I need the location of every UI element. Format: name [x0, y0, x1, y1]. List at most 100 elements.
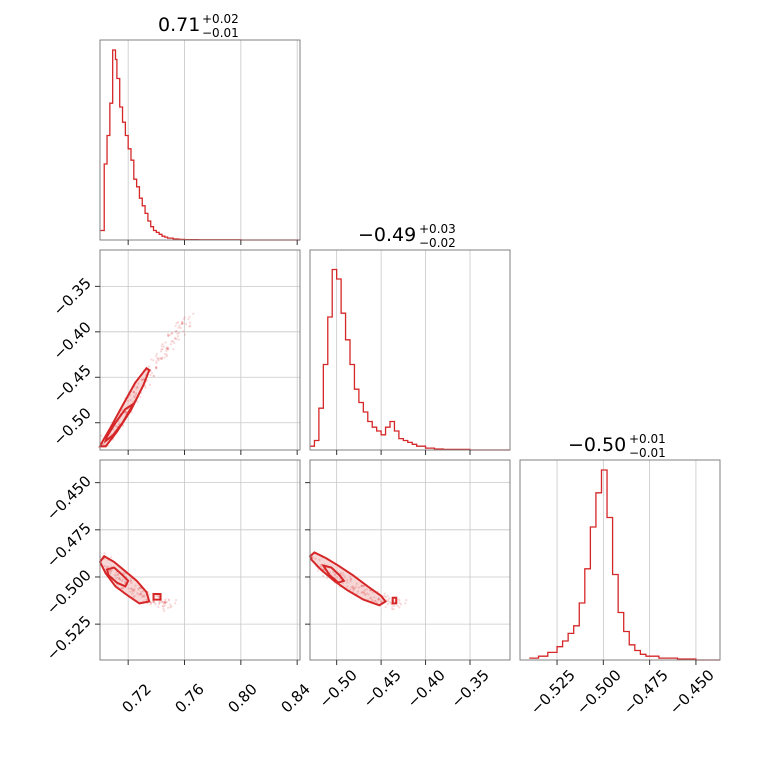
scatter-point [377, 598, 380, 601]
scatter-point [378, 592, 381, 596]
scatter-point [383, 592, 386, 595]
scatter-point [121, 424, 125, 427]
scatter-point [157, 595, 160, 599]
scatter-point [146, 600, 149, 603]
scatter-point [116, 426, 119, 429]
scatter-point [160, 357, 163, 360]
x-ticklabel: −0.45 [360, 666, 405, 711]
scatter-point [377, 597, 380, 600]
scatter-point [124, 396, 127, 400]
scatter-point [330, 577, 333, 580]
scatter-point [152, 600, 155, 603]
scatter-point [159, 357, 162, 360]
scatter-point [386, 599, 389, 602]
scatter-point [116, 570, 119, 573]
scatter-point [142, 600, 145, 603]
x-ticklabel: 0.72 [118, 680, 154, 716]
scatter-point [161, 348, 164, 351]
scatter-point [175, 337, 178, 341]
scatter-point [351, 590, 354, 594]
scatter-point [162, 605, 165, 608]
scatter-point [369, 596, 372, 600]
scatter-point [328, 571, 332, 574]
title-param-2-upper: +0.03 [419, 222, 456, 236]
scatter-point [109, 569, 112, 572]
scatter-point [148, 369, 151, 373]
scatter-point [132, 390, 136, 394]
scatter-point [163, 356, 166, 359]
scatter-point [139, 586, 142, 589]
scatter-point [168, 334, 171, 337]
scatter-point [133, 396, 137, 399]
scatter-point [143, 378, 146, 381]
scatter-point [121, 578, 124, 581]
scatter-point [158, 596, 161, 599]
scatter-point [155, 367, 158, 370]
scatter-point [378, 597, 381, 601]
scatter-point [161, 604, 164, 608]
scatter-point [131, 401, 135, 404]
scatter-point [173, 337, 177, 340]
scatter-point [110, 556, 113, 559]
title-param-1-lower: −0.01 [202, 26, 239, 40]
scatter-point [110, 435, 114, 438]
scatter-point [339, 572, 342, 575]
scatter-point [341, 578, 344, 581]
scatter-point [167, 606, 170, 609]
panel-frame [99, 39, 301, 241]
scatter-point [326, 565, 329, 568]
scatter-point [117, 420, 120, 423]
scatter-point [174, 598, 178, 602]
scatter-point [355, 592, 358, 596]
scatter-point [111, 421, 114, 424]
scatter-point [176, 332, 179, 335]
scatter-point [166, 348, 169, 351]
scatter-point [177, 321, 180, 324]
scatter-point [391, 605, 394, 608]
scatter-point [110, 565, 113, 568]
scatter-point [146, 590, 149, 594]
scatter-point [346, 581, 349, 584]
scatter-point [152, 600, 155, 603]
scatter-point [338, 578, 341, 581]
scatter-point [134, 584, 137, 587]
title-param-2-value: −0.49 [358, 224, 416, 246]
scatter-point [155, 352, 158, 356]
scatter-point [136, 385, 139, 388]
scatter-point [314, 557, 317, 560]
scatter-point [383, 595, 386, 598]
scatter-point [183, 333, 186, 336]
scatter-point [354, 585, 357, 589]
scatter-point [174, 336, 177, 339]
scatter-point [142, 369, 146, 372]
scatter-point [152, 600, 156, 603]
scatter-point [123, 583, 126, 587]
scatter-point [102, 557, 106, 560]
title-param-2: −0.49 +0.03 −0.02 [358, 222, 456, 250]
scatter-point [161, 343, 164, 346]
scatter-point [112, 428, 115, 431]
title-param-3-lower: −0.01 [629, 446, 666, 460]
scatter-point [323, 563, 326, 566]
scatter-point [155, 355, 158, 358]
scatter-point [132, 391, 135, 394]
scatter-point [374, 600, 377, 603]
scatter-point [319, 563, 323, 567]
scatter-point [175, 322, 178, 325]
scatter-point [129, 590, 132, 593]
scatter-point [127, 407, 130, 410]
scatter-point [104, 568, 107, 571]
scatter-point [342, 579, 345, 583]
scatter-point [136, 592, 139, 595]
scatter-point [164, 601, 167, 604]
grid-layer [100, 40, 697, 660]
scatter-point [144, 380, 147, 384]
panel-frame [99, 459, 301, 661]
scatter-point [124, 578, 127, 581]
scatter-point [150, 601, 153, 605]
scatter-point [145, 598, 148, 601]
scatter-point [356, 590, 360, 593]
panel-frame [309, 249, 511, 451]
scatter-point [333, 570, 336, 573]
